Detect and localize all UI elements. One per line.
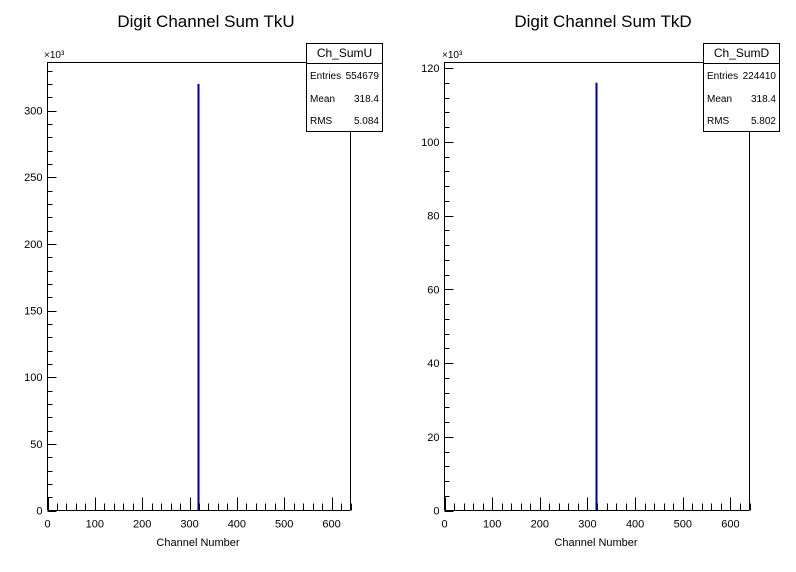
- right-y-tick-label: 120: [421, 63, 439, 75]
- right-x-tick-label: 400: [626, 519, 644, 531]
- right-stats-frame: [703, 43, 780, 132]
- right-x-tick-label: 500: [674, 519, 692, 531]
- right-stats-mean-value: 318.4: [751, 94, 776, 105]
- left-stats-mean-value: 318.4: [354, 94, 379, 105]
- left-panel: Digit Channel Sum TkU 0 100 200 300 400 500 60…: [24, 12, 383, 549]
- left-stats-frame: [306, 43, 383, 132]
- left-plot-marks: 0 100 200 300 400 500 600 0 50 100 150 200 250 300: [24, 71, 352, 531]
- left-x-tick-label: 0: [44, 519, 50, 531]
- left-y-tick-label: 50: [30, 439, 42, 451]
- right-plot-marks: 0 100 200 300 400 500 600 0 20 40 60 80 100 120: [421, 63, 751, 531]
- left-stats-entries-value: 554679: [346, 71, 380, 82]
- right-x-tick-label: 300: [578, 519, 596, 531]
- right-y-tick-label: 100: [421, 137, 439, 149]
- left-y-tick-label: 150: [24, 306, 42, 318]
- right-stats-rms-value: 5.802: [751, 116, 776, 127]
- right-y-tick-label: 80: [427, 211, 439, 223]
- left-x-tick-label: 100: [86, 519, 104, 531]
- left-x-tick-label: 200: [133, 519, 151, 531]
- right-panel: Digit Channel Sum TkD 0 100 200 300 400 500 60…: [421, 12, 780, 549]
- right-y-tick-label: 60: [427, 284, 439, 296]
- left-x-tick-label: 500: [275, 519, 293, 531]
- right-y-tick-label: 20: [427, 432, 439, 444]
- left-y-multiplier: ×10³: [44, 50, 65, 61]
- right-stats-entries-label: Entries: [707, 71, 738, 82]
- left-y-tick-label: 100: [24, 372, 42, 384]
- right-x-tick-label: 200: [531, 519, 549, 531]
- left-x-tick-label: 400: [228, 519, 246, 531]
- left-y-tick-label: 300: [24, 106, 42, 118]
- right-stats-rms-label: RMS: [707, 116, 730, 127]
- left-stats-name: Ch_SumU: [317, 46, 372, 60]
- right-stats-entries-value: 224410: [743, 71, 777, 82]
- left-stats-mean-label: Mean: [310, 94, 335, 105]
- left-y-tick-label: 0: [36, 506, 42, 518]
- right-y-multiplier: ×10³: [442, 50, 463, 61]
- left-x-tick-label: 300: [180, 519, 198, 531]
- left-stats-rms-value: 5.084: [354, 116, 379, 127]
- right-x-tick-label: 100: [483, 519, 501, 531]
- left-stats-rms-label: RMS: [310, 116, 333, 127]
- right-stats-mean-label: Mean: [707, 94, 732, 105]
- left-stats-box: Ch_SumU Entries 554679 Mean 318.4 RMS 5.…: [306, 43, 383, 132]
- left-y-tick-label: 200: [24, 239, 42, 251]
- left-x-tick-label: 600: [322, 519, 340, 531]
- right-x-tick-label: 600: [721, 519, 739, 531]
- right-x-axis-label: Channel Number: [554, 537, 637, 549]
- right-stats-name: Ch_SumD: [714, 46, 770, 60]
- right-y-tick-label: 40: [427, 358, 439, 370]
- right-y-tick-label: 0: [433, 506, 439, 518]
- left-x-axis-label: Channel Number: [156, 537, 239, 549]
- right-stats-box: Ch_SumD Entries 224410 Mean 318.4 RMS 5.…: [703, 43, 780, 132]
- right-chart-title: Digit Channel Sum TkD: [514, 12, 691, 31]
- left-stats-entries-label: Entries: [310, 71, 341, 82]
- left-chart-title: Digit Channel Sum TkU: [117, 12, 294, 31]
- left-y-tick-label: 250: [24, 172, 42, 184]
- right-x-tick-label: 0: [441, 519, 447, 531]
